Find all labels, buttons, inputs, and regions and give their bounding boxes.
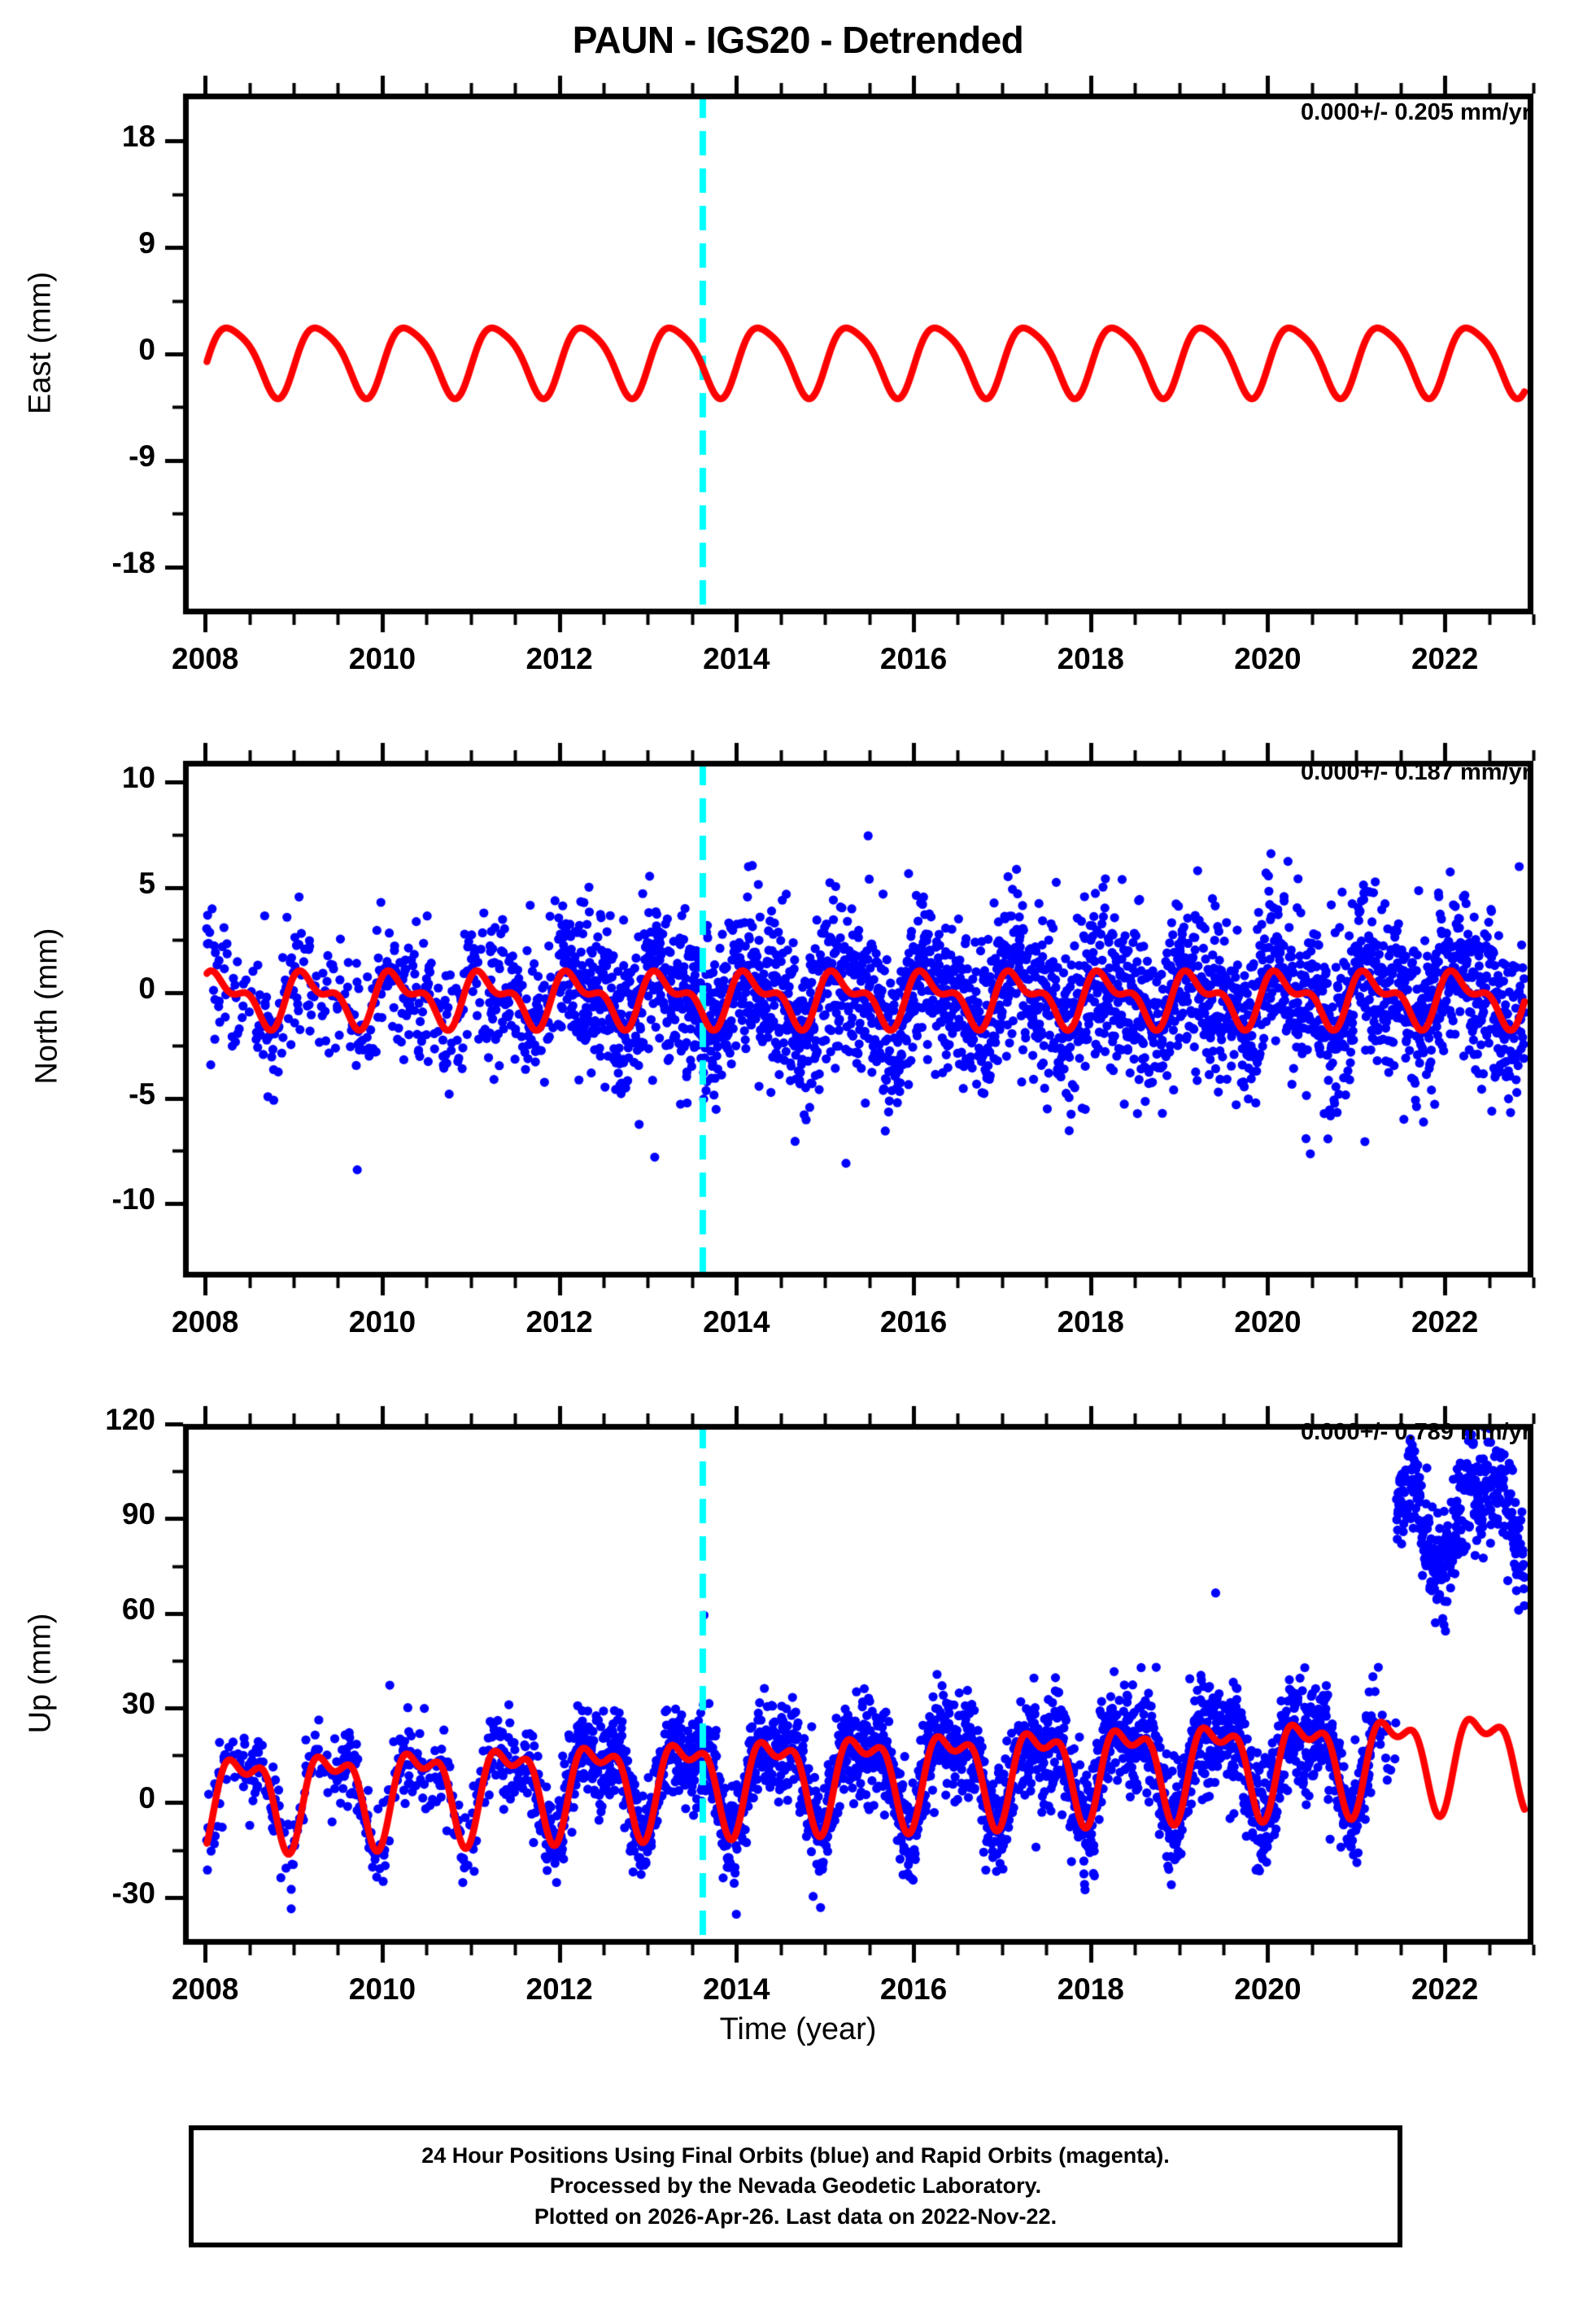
up-rate-annotation: 0.000+/- 0.789 mm/yr [1301,1419,1531,1445]
up-ytick-label: 120 [105,1403,155,1436]
east-xtick-label: 2018 [1057,642,1124,675]
north-rate-annotation: 0.000+/- 0.187 mm/yr [1301,759,1531,785]
east-xtick-label: 2020 [1234,642,1302,675]
east-xtick-label: 2010 [348,642,416,675]
east-xtick-label: 2008 [172,642,239,675]
x-axis-title: Time (year) [719,2012,877,2046]
east-ytick-label: 18 [121,120,155,154]
north-xtick-label: 2018 [1057,1305,1124,1339]
east-xtick-label: 2014 [703,642,770,675]
up-ytick-label: 60 [121,1592,155,1626]
east-xtick-label: 2022 [1411,642,1479,675]
up-xtick-label: 2016 [879,1972,948,2006]
east-y-axis-title: East (mm) [23,271,58,415]
up-ytick-label: -30 [111,1876,155,1910]
up-ytick-label: 0 [138,1781,155,1815]
figure-caption-box: 24 Hour Positions Using Final Orbits (bl… [189,2125,1402,2247]
up-xtick-label: 2008 [172,1972,239,2006]
up-xtick-label: 2010 [348,1972,416,2006]
up-xtick-label: 2022 [1411,1972,1479,2006]
east-rate-annotation: 0.000+/- 0.205 mm/yr [1301,99,1531,125]
up-ytick-label: 90 [121,1497,155,1531]
east-xtick-label: 2012 [525,642,593,675]
north-xtick-label: 2010 [348,1305,416,1339]
caption-line-orbits: 24 Hour Positions Using Final Orbits (bl… [421,2143,1170,2168]
north-y-axis-title: North (mm) [29,928,64,1085]
east-ytick-label: 0 [138,333,155,366]
east-ytick-label: 9 [138,226,155,260]
up-xtick-label: 2014 [703,1972,770,2006]
up-xtick-label: 2018 [1057,1972,1124,2006]
up-ytick-label: 30 [121,1687,155,1721]
up-xtick-label: 2012 [525,1972,593,2006]
north-ytick-label: -5 [129,1077,155,1111]
up-xtick-label: 2020 [1234,1972,1302,2006]
north-xtick-label: 2022 [1411,1305,1479,1339]
north-xtick-label: 2020 [1234,1305,1302,1339]
caption-line-dates: Plotted on 2026-Apr-26. Last data on 202… [534,2203,1057,2229]
north-xtick-label: 2014 [703,1305,770,1339]
east-xtick-label: 2016 [879,642,948,675]
page-title: PAUN - IGS20 - Detrended [572,19,1024,61]
north-xtick-label: 2008 [172,1305,239,1339]
north-ytick-label: 0 [138,972,155,1006]
east-ytick-label: -9 [129,439,155,473]
north-ytick-label: -10 [111,1182,155,1216]
caption-line-processing: Processed by the Nevada Geodetic Laborat… [549,2173,1042,2199]
east-ytick-label: -18 [111,545,155,579]
north-xtick-label: 2016 [879,1305,948,1339]
north-ytick-label: 5 [138,866,155,900]
north-xtick-label: 2012 [525,1305,593,1339]
north-ytick-label: 10 [121,760,155,794]
up-y-axis-title: Up (mm) [23,1613,58,1734]
